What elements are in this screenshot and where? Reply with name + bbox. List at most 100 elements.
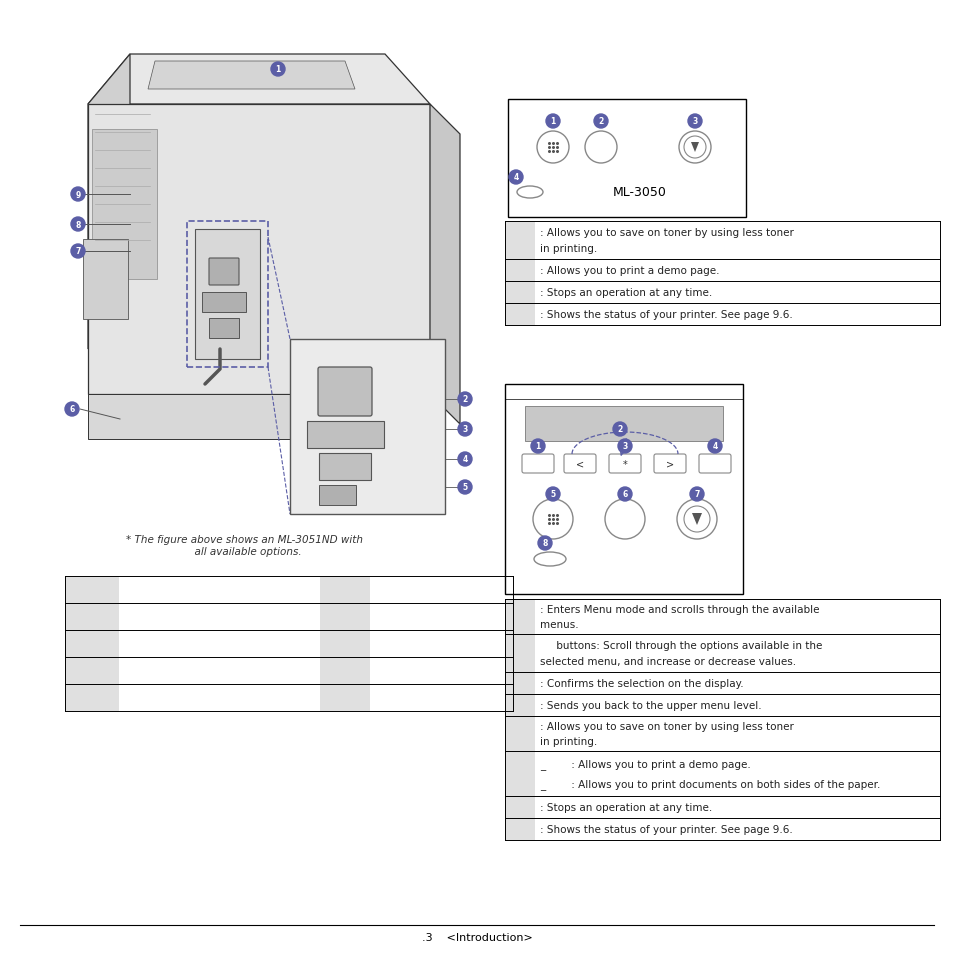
Circle shape (687, 115, 701, 129)
Text: >: > (665, 459, 674, 470)
FancyBboxPatch shape (65, 630, 119, 658)
Polygon shape (148, 62, 355, 90)
Text: 6: 6 (70, 405, 74, 414)
Text: in printing.: in printing. (539, 737, 597, 746)
Text: : Enters Menu mode and scrolls through the available: : Enters Menu mode and scrolls through t… (539, 604, 819, 614)
FancyBboxPatch shape (319, 658, 370, 684)
FancyBboxPatch shape (699, 455, 730, 474)
FancyBboxPatch shape (318, 454, 371, 480)
Text: 4: 4 (712, 442, 717, 451)
Circle shape (707, 439, 721, 454)
Text: ML-3050: ML-3050 (613, 186, 666, 199)
FancyBboxPatch shape (319, 603, 370, 630)
Circle shape (618, 439, 631, 454)
Circle shape (533, 499, 573, 539)
Text: : Shows the status of your printer. See page 9.6.: : Shows the status of your printer. See … (539, 310, 792, 319)
FancyBboxPatch shape (319, 684, 370, 711)
Circle shape (683, 506, 709, 533)
FancyBboxPatch shape (194, 230, 260, 359)
FancyBboxPatch shape (318, 485, 355, 505)
FancyBboxPatch shape (319, 630, 370, 658)
Text: 8: 8 (541, 539, 547, 548)
Circle shape (545, 115, 559, 129)
Ellipse shape (534, 553, 565, 566)
FancyBboxPatch shape (504, 304, 535, 326)
Text: : Allows you to save on toner by using less toner: : Allows you to save on toner by using l… (539, 228, 793, 237)
FancyBboxPatch shape (504, 672, 535, 695)
Text: 5: 5 (462, 483, 467, 492)
Circle shape (71, 218, 85, 232)
Text: : Allows you to save on toner by using less toner: : Allows you to save on toner by using l… (539, 721, 793, 731)
FancyBboxPatch shape (65, 603, 119, 630)
Circle shape (689, 488, 703, 501)
Text: *: * (622, 459, 627, 470)
Text: _        : Allows you to print a demo page.: _ : Allows you to print a demo page. (539, 759, 750, 769)
Circle shape (457, 393, 472, 407)
Text: 3: 3 (692, 117, 697, 127)
Polygon shape (690, 143, 699, 152)
FancyBboxPatch shape (524, 407, 722, 441)
Text: in printing.: in printing. (539, 244, 597, 254)
Circle shape (271, 63, 285, 77)
FancyBboxPatch shape (521, 455, 554, 474)
FancyBboxPatch shape (563, 455, 596, 474)
FancyBboxPatch shape (319, 577, 370, 603)
FancyBboxPatch shape (504, 599, 535, 635)
Polygon shape (691, 514, 701, 525)
Circle shape (537, 132, 568, 164)
FancyBboxPatch shape (504, 695, 535, 717)
Text: : Stops an operation at any time.: : Stops an operation at any time. (539, 802, 712, 812)
Circle shape (683, 137, 705, 159)
FancyBboxPatch shape (290, 339, 444, 515)
FancyBboxPatch shape (504, 717, 535, 751)
Circle shape (457, 480, 472, 495)
FancyBboxPatch shape (507, 100, 745, 218)
FancyBboxPatch shape (504, 282, 535, 304)
FancyBboxPatch shape (504, 385, 742, 595)
Text: 2: 2 (462, 395, 467, 404)
FancyBboxPatch shape (202, 293, 246, 313)
FancyBboxPatch shape (504, 260, 535, 282)
Text: 1: 1 (275, 66, 280, 74)
Circle shape (509, 171, 522, 185)
Circle shape (531, 439, 544, 454)
Text: 9: 9 (75, 191, 81, 199)
Text: 4: 4 (462, 455, 467, 464)
Text: : Shows the status of your printer. See page 9.6.: : Shows the status of your printer. See … (539, 824, 792, 834)
Text: 2: 2 (617, 425, 622, 434)
Ellipse shape (517, 187, 542, 199)
FancyBboxPatch shape (504, 796, 535, 818)
Text: 2: 2 (598, 117, 603, 127)
Polygon shape (88, 55, 130, 350)
Polygon shape (88, 55, 430, 105)
Text: 7: 7 (694, 490, 699, 499)
Text: 5: 5 (550, 490, 555, 499)
Text: 4: 4 (513, 173, 518, 182)
Circle shape (618, 488, 631, 501)
Circle shape (679, 132, 710, 164)
Circle shape (537, 537, 552, 551)
FancyBboxPatch shape (608, 455, 640, 474)
FancyBboxPatch shape (504, 222, 535, 260)
Text: 8: 8 (75, 220, 81, 230)
FancyBboxPatch shape (504, 818, 535, 841)
FancyBboxPatch shape (65, 684, 119, 711)
Circle shape (545, 488, 559, 501)
Text: buttons: Scroll through the options available in the: buttons: Scroll through the options avai… (539, 640, 821, 650)
FancyBboxPatch shape (317, 368, 372, 416)
FancyBboxPatch shape (307, 421, 384, 449)
FancyBboxPatch shape (209, 258, 239, 286)
Text: <: < (576, 459, 583, 470)
FancyBboxPatch shape (209, 318, 239, 338)
Circle shape (594, 115, 607, 129)
Text: : Confirms the selection on the display.: : Confirms the selection on the display. (539, 679, 742, 688)
Circle shape (604, 499, 644, 539)
Text: menus.: menus. (539, 619, 578, 630)
FancyBboxPatch shape (65, 577, 119, 603)
Text: : Allows you to print a demo page.: : Allows you to print a demo page. (539, 266, 719, 275)
FancyBboxPatch shape (65, 658, 119, 684)
Circle shape (65, 402, 79, 416)
FancyBboxPatch shape (504, 751, 535, 796)
Text: : Sends you back to the upper menu level.: : Sends you back to the upper menu level… (539, 700, 760, 710)
FancyBboxPatch shape (83, 240, 128, 319)
